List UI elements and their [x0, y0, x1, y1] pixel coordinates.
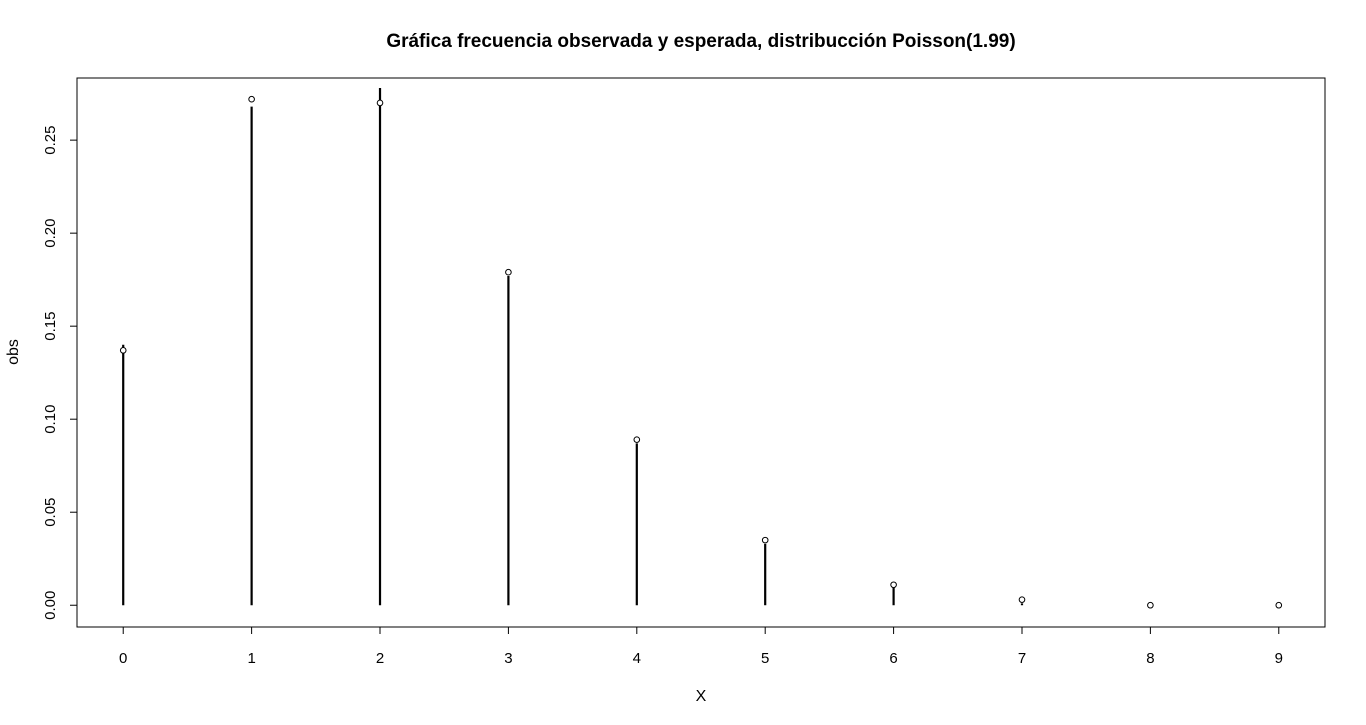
point-0 — [119, 347, 127, 354]
point-5 — [761, 536, 769, 544]
point-9 — [1275, 601, 1283, 609]
point-8 — [1147, 601, 1154, 609]
y-axis-label: obs — [5, 339, 22, 365]
expected-points — [119, 95, 1283, 609]
x-tick-label: 0 — [119, 650, 127, 667]
point-3 — [505, 268, 512, 276]
plot-frame — [76, 77, 1326, 628]
observed-spikes — [122, 88, 1024, 606]
x-tick-label: 7 — [1018, 650, 1026, 667]
y-tick-label: 0.20 — [42, 219, 59, 248]
x-axis: 0 1 2 3 4 5 6 7 8 9 — [119, 626, 1283, 667]
y-tick-label: 0.15 — [42, 312, 59, 341]
point-4 — [633, 436, 641, 443]
point-1 — [248, 95, 255, 103]
x-tick-label: 6 — [889, 650, 897, 667]
x-tick-label: 8 — [1146, 650, 1154, 667]
x-axis-label: X — [696, 688, 707, 705]
y-axis: 0.00 0.05 0.10 0.15 0.20 0.25 — [42, 126, 78, 620]
x-tick-label: 3 — [504, 650, 512, 667]
point-6 — [890, 581, 897, 589]
x-tick-label: 4 — [633, 650, 641, 667]
chart-title: Gráfica frecuencia observada y esperada,… — [386, 31, 1015, 52]
x-tick-label: 1 — [247, 650, 255, 667]
y-tick-label: 0.00 — [42, 591, 59, 620]
point-7 — [1018, 596, 1026, 603]
point-2 — [376, 99, 384, 107]
y-tick-label: 0.05 — [42, 498, 59, 527]
x-tick-label: 2 — [376, 650, 384, 667]
x-tick-label: 9 — [1275, 650, 1283, 667]
y-tick-label: 0.10 — [42, 405, 59, 434]
y-tick-label: 0.25 — [42, 126, 59, 155]
x-tick-label: 5 — [761, 650, 769, 667]
